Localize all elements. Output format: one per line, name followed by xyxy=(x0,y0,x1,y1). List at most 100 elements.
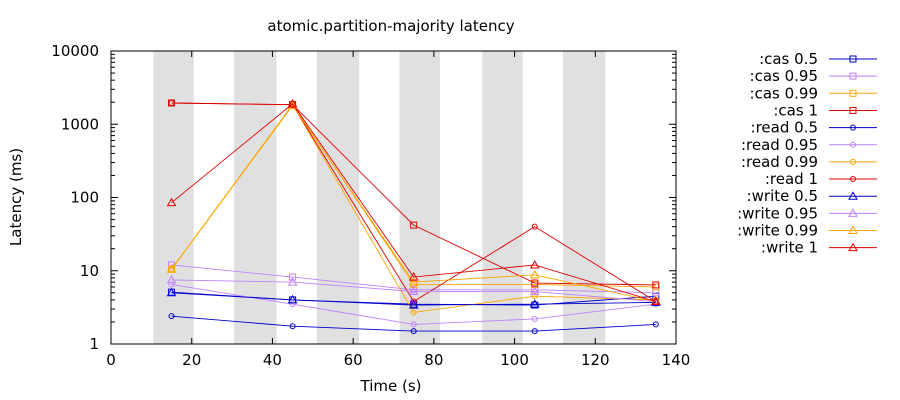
shaded-interval-3 xyxy=(399,51,440,344)
legend-marker-write-0-5 xyxy=(848,191,858,200)
shaded-interval-2 xyxy=(316,51,360,344)
legend-label-write-0-5: :write 0.5 xyxy=(747,187,818,205)
legend-label-cas-0-95: :cas 0.95 xyxy=(750,67,818,85)
legend-marker-read-0-5 xyxy=(850,124,856,131)
legend-label-read-1: :read 1 xyxy=(765,170,818,188)
legend-item-read-0-99: :read 0.99 xyxy=(741,153,877,171)
data-point-read-1-2 xyxy=(410,298,417,305)
legend-marker-cas-0-95 xyxy=(849,72,857,80)
y-tick-label-4: 10000 xyxy=(51,42,99,60)
series-line-read-0-5 xyxy=(171,315,656,332)
legend-item-read-1: :read 1 xyxy=(765,170,877,188)
data-point-write-1-4 xyxy=(650,296,661,306)
data-point-read-0-99-2 xyxy=(410,309,417,316)
x-tick-label-5: 100 xyxy=(500,351,529,369)
data-point-read-0-99-3 xyxy=(531,293,538,300)
legend-marker-write-0-99 xyxy=(848,225,858,234)
y-axis-label: Latency (ms) xyxy=(7,148,25,246)
legend-item-cas-0-95: :cas 0.95 xyxy=(750,67,877,85)
legend-marker-read-1 xyxy=(850,176,856,183)
legend-item-read-0-5: :read 0.5 xyxy=(751,119,877,137)
x-tick-label-2: 40 xyxy=(263,351,282,369)
series-write-0-99 xyxy=(166,100,661,306)
legend-label-read-0-99: :read 0.99 xyxy=(741,153,818,171)
data-point-cas-1-3 xyxy=(531,279,539,287)
legend-label-write-0-95: :write 0.95 xyxy=(737,204,818,222)
shaded-interval-0 xyxy=(153,51,194,344)
data-point-write-0-95-0 xyxy=(166,274,177,284)
series-line-write-1 xyxy=(171,103,656,302)
legend-item-write-0-95: :write 0.95 xyxy=(737,204,877,222)
legend-item-write-1: :write 1 xyxy=(761,239,877,257)
data-point-write-0-5-2 xyxy=(408,300,419,309)
legend-label-read-0-5: :read 0.5 xyxy=(751,119,818,137)
x-tick-label-3: 60 xyxy=(344,351,363,369)
data-point-read-1-3 xyxy=(531,223,538,230)
data-point-read-0-95-0 xyxy=(168,281,175,288)
shaded-interval-5 xyxy=(563,51,606,344)
data-point-write-0-5-1 xyxy=(287,294,298,304)
legend-marker-cas-0-5 xyxy=(849,55,857,63)
y-tick-label-1: 10 xyxy=(80,262,99,280)
data-point-read-0-5-3 xyxy=(531,328,538,335)
legend-item-cas-1: :cas 1 xyxy=(773,101,877,119)
data-point-write-1-2 xyxy=(408,272,419,281)
data-point-write-0-5-3 xyxy=(529,299,540,308)
data-point-write-0-99-3 xyxy=(529,269,540,279)
legend-label-write-1: :write 1 xyxy=(761,239,818,257)
legend-marker-write-0-95 xyxy=(848,208,858,217)
legend-label-cas-0-99: :cas 0.99 xyxy=(750,84,818,102)
y-tick-label-0: 1 xyxy=(89,335,99,353)
series-layer xyxy=(166,98,661,335)
y-tick-label-3: 1000 xyxy=(61,115,99,133)
data-point-cas-1-4 xyxy=(652,281,660,289)
data-point-read-0-5-1 xyxy=(289,323,296,330)
y-tick-label-2: 100 xyxy=(70,189,99,207)
data-point-cas-1-2 xyxy=(410,221,418,229)
legend-item-write-0-99: :write 0.99 xyxy=(737,222,877,240)
axes: 0 20 40 60 80 100 120 140 1 10 100 1000 10000 xyxy=(51,42,690,369)
data-point-write-0-95-3 xyxy=(529,286,540,296)
data-point-read-0-95-2 xyxy=(410,321,417,328)
legend-marker-read-0-99 xyxy=(850,158,856,165)
data-point-read-0-5-2 xyxy=(410,328,417,335)
shaded-regions xyxy=(153,51,606,344)
data-point-write-1-3 xyxy=(529,259,540,269)
data-point-write-0-99-0 xyxy=(166,264,177,273)
data-point-read-0-5-4 xyxy=(652,321,659,328)
series-read-0-5 xyxy=(168,313,659,335)
legend-label-write-0-99: :write 0.99 xyxy=(737,222,818,240)
data-point-write-1-0 xyxy=(166,197,177,207)
legend-item-cas-0-5: :cas 0.5 xyxy=(759,50,877,68)
series-write-1 xyxy=(166,98,661,306)
shaded-interval-4 xyxy=(482,51,523,344)
data-point-write-0-95-1 xyxy=(287,277,298,286)
legend-label-cas-1: :cas 1 xyxy=(773,101,818,119)
series-line-write-0-99 xyxy=(171,104,656,302)
data-point-write-0-95-2 xyxy=(408,286,419,296)
legend-label-cas-0-5: :cas 0.5 xyxy=(759,50,818,68)
data-point-read-0-5-0 xyxy=(168,313,175,320)
data-point-write-0-99-2 xyxy=(408,277,419,286)
series-line-cas-0-95 xyxy=(171,264,656,294)
x-tick-label-4: 80 xyxy=(424,351,443,369)
legend-marker-write-1 xyxy=(848,242,858,252)
data-point-read-0-95-3 xyxy=(531,315,538,322)
legend-marker-read-0-95 xyxy=(850,141,856,148)
data-point-read-0-95-1 xyxy=(289,301,296,308)
legend-marker-cas-1 xyxy=(849,106,857,114)
legend-marker-cas-0-99 xyxy=(849,89,857,97)
data-point-write-0-5-0 xyxy=(166,287,177,297)
legend-item-write-0-5: :write 0.5 xyxy=(747,187,877,205)
chart-title: atomic.partition-majority latency xyxy=(267,17,514,35)
series-line-write-0-5 xyxy=(171,292,656,306)
x-tick-label-6: 120 xyxy=(581,351,610,369)
legend-label-read-0-95: :read 0.95 xyxy=(741,136,818,154)
x-tick-label-0: 0 xyxy=(106,351,116,369)
legend-item-cas-0-99: :cas 0.99 xyxy=(750,84,877,102)
data-point-cas-0-95-1 xyxy=(289,273,297,281)
data-point-read-1-0 xyxy=(168,100,175,107)
x-axis-label: Time (s) xyxy=(360,377,422,395)
